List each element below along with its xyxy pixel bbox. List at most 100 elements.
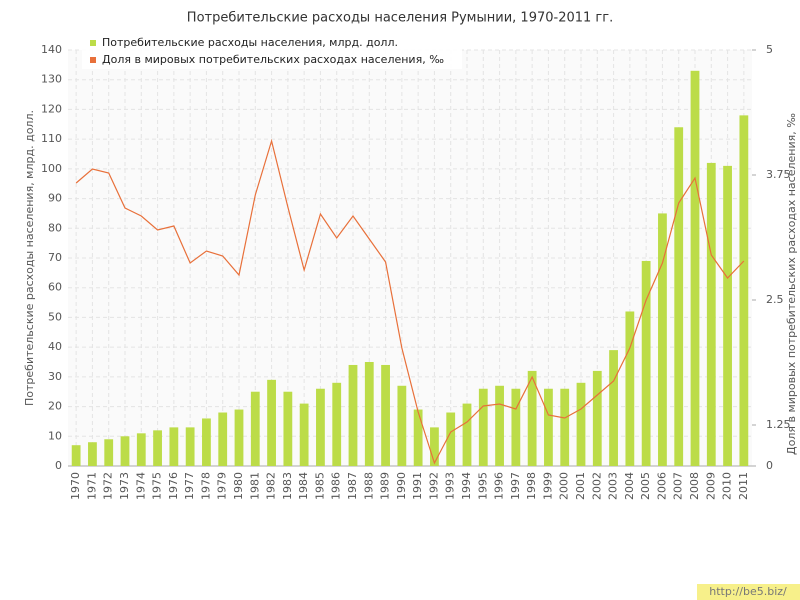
x-tick-label: 2003 [607,472,620,500]
legend-swatch [90,40,96,46]
x-tick-label: 1995 [476,472,489,500]
bar [397,385,407,466]
x-tick-label: 2007 [672,472,685,500]
x-tick-label: 1975 [151,472,164,500]
x-tick-label: 1998 [525,472,538,500]
bar [316,388,325,466]
y-tick-label: 50 [48,310,62,323]
bar [136,433,146,466]
x-tick-label: 2008 [688,472,701,500]
x-tick-label: 1972 [102,472,115,500]
bar [104,439,114,466]
y-tick-label: 30 [48,370,62,383]
y2-tick-label: 2.5 [766,293,784,306]
x-tick-label: 1980 [232,472,245,500]
bar [185,427,195,466]
x-tick-label: 1999 [541,472,554,500]
y-tick-label: 100 [41,162,62,175]
bar [544,388,553,466]
legend-label: Потребительские расходы населения, млрд.… [102,36,398,49]
y-tick-label: 90 [48,192,62,205]
y-tick-label: 80 [48,221,62,234]
bar [169,427,179,466]
bar [120,436,130,466]
x-tick-label: 2001 [574,472,587,500]
bar [706,162,716,466]
y-tick-label: 120 [41,102,62,115]
bar [462,403,472,466]
watermark-box [697,584,800,600]
bar [332,382,342,466]
bar [560,388,570,466]
legend-swatch [90,57,96,63]
bar [609,350,618,466]
x-tick-label: 1989 [379,472,392,500]
x-tick-label: 1997 [509,472,522,500]
x-tick-label: 2006 [655,472,668,500]
x-tick-label: 1990 [395,472,408,500]
bar [446,412,456,466]
x-tick-label: 1978 [199,472,212,500]
x-tick-label: 1992 [427,472,440,500]
x-tick-label: 2005 [639,472,652,500]
bar [71,445,81,466]
x-tick-label: 1996 [493,472,506,500]
bar [283,391,293,466]
watermark: http://be5.biz/ [709,585,787,598]
bar [250,391,260,466]
bar [739,115,749,466]
bar [690,70,700,467]
bar [348,364,358,466]
x-tick-label: 1984 [297,472,310,500]
y2-tick-label: 5 [766,43,773,56]
x-tick-label: 1970 [69,472,82,500]
x-tick-label: 2000 [558,472,571,500]
bar [88,442,97,466]
bar [299,403,309,466]
bar [381,364,390,466]
x-tick-label: 1976 [167,472,180,500]
y-tick-label: 40 [48,340,62,353]
bar [478,388,488,466]
x-tick-label: 2004 [623,472,636,500]
x-tick-label: 2010 [721,472,734,500]
x-tick-label: 1973 [118,472,131,500]
bar [511,388,521,466]
bar [674,127,684,466]
bar [495,385,504,466]
bar [723,165,732,466]
x-tick-label: 1971 [85,472,98,500]
bar [267,379,276,466]
x-tick-label: 1987 [346,472,359,500]
x-tick-label: 1982 [265,472,278,500]
bar [658,213,667,466]
y2-tick-label: 1.25 [766,418,791,431]
x-tick-label: 1983 [281,472,294,500]
y-tick-label: 70 [48,251,62,264]
x-tick-label: 1993 [444,472,457,500]
y-tick-label: 10 [48,429,62,442]
y2-axis-label: Доля в мировых потребительских расходах … [785,113,798,455]
y-tick-label: 0 [55,459,62,472]
x-tick-label: 1988 [362,472,375,500]
bar [413,409,423,466]
bar [527,370,537,466]
y2-tick-label: 3.75 [766,168,791,181]
x-tick-label: 1974 [134,472,147,500]
x-tick-label: 1991 [411,472,424,500]
chart-title: Потребительские расходы населения Румыни… [187,11,613,26]
x-tick-label: 2011 [737,472,750,500]
y-tick-label: 20 [48,400,62,413]
x-tick-label: 2009 [704,472,717,500]
y2-tick-label: 0 [766,459,773,472]
y-tick-label: 110 [41,132,62,145]
line [75,138,745,465]
x-tick-label: 1981 [248,472,261,500]
y-tick-label: 60 [48,281,62,294]
legend-box [82,33,462,69]
bar [430,427,439,466]
x-tick-label: 1985 [313,472,326,500]
bar [364,362,374,466]
x-tick-label: 1979 [216,472,229,500]
x-tick-label: 2002 [590,472,603,500]
